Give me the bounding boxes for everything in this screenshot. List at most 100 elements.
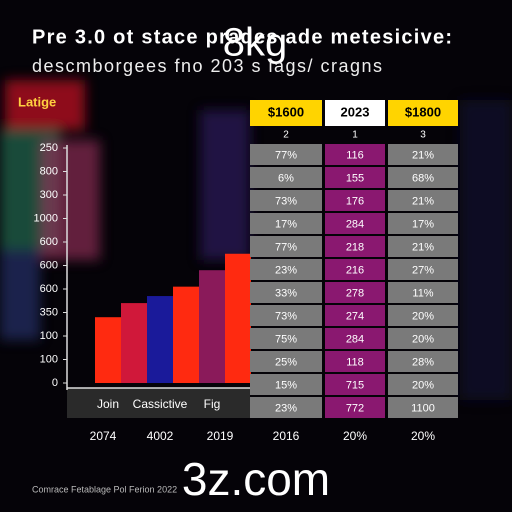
cell: [325, 236, 385, 257]
bar: [173, 286, 199, 383]
subtitle: descmborgees fno 203 s lags/ cragns: [32, 56, 382, 76]
cell-text: 6%: [278, 172, 294, 184]
cell-text: 20%: [412, 310, 434, 322]
cell-text: 772: [346, 402, 364, 414]
table-footer: 2016: [273, 429, 300, 443]
watermark: 3z.com: [182, 453, 330, 505]
cell: [250, 374, 322, 395]
cell-text: 27%: [412, 264, 434, 276]
cell-text: 216: [346, 264, 364, 276]
cell-text: 20%: [412, 379, 434, 391]
cell: [325, 144, 385, 165]
header-cell: [388, 100, 458, 126]
cell-text: 77%: [275, 149, 297, 161]
cell: [325, 351, 385, 372]
subheader-text: 3: [420, 130, 426, 141]
cell-text: 25%: [275, 356, 297, 368]
cell-text: 284: [346, 218, 364, 230]
cell: [250, 351, 322, 372]
cell: [250, 305, 322, 326]
cell: [250, 328, 322, 349]
cell: [388, 190, 458, 211]
cell: [388, 167, 458, 188]
table-footer: 20%: [343, 429, 367, 443]
cell: [250, 397, 322, 418]
cell-text: 176: [346, 195, 364, 207]
cell: [388, 328, 458, 349]
cell-text: 116: [346, 149, 364, 161]
cell: [325, 328, 385, 349]
cell: [388, 144, 458, 165]
cell-text: 1100: [411, 402, 435, 414]
cell: [325, 374, 385, 395]
cell-text: 23%: [275, 402, 297, 414]
y-tick-label: 600: [40, 259, 58, 271]
cell-text: 21%: [412, 195, 434, 207]
cell-text: 28%: [412, 356, 434, 368]
cell: [388, 351, 458, 372]
cell-text: 118: [346, 356, 364, 368]
header-cell: [325, 100, 385, 126]
y-tick-label: 250: [40, 142, 58, 154]
cell: [388, 397, 458, 418]
y-tick-label: 600: [40, 236, 58, 248]
table-footer: 20%: [411, 429, 435, 443]
cell: [325, 305, 385, 326]
backdrop: [0, 80, 512, 400]
cell: [388, 236, 458, 257]
y-tick-label: 350: [40, 306, 58, 318]
cell-text: 17%: [275, 218, 297, 230]
cell: [325, 397, 385, 418]
cell: [250, 144, 322, 165]
year-label: 4002: [147, 429, 174, 443]
cell: [250, 213, 322, 234]
header-cell: [250, 100, 322, 126]
cell: [388, 305, 458, 326]
cell-text: 278: [346, 287, 364, 299]
header-text: $1600: [268, 104, 304, 119]
y-tick-label: 100: [40, 330, 58, 342]
cell-text: 21%: [412, 149, 434, 161]
footer: Comrace Fetablage Pol Ferion 2022: [32, 484, 177, 494]
cell: [250, 259, 322, 280]
y-tick-label: 100: [40, 353, 58, 365]
cell: [325, 259, 385, 280]
cell-text: 77%: [275, 241, 297, 253]
cell: [388, 282, 458, 303]
x-label-strip: [67, 388, 250, 418]
cell-text: 17%: [412, 218, 434, 230]
cell: [250, 236, 322, 257]
bar: [199, 270, 225, 383]
cell: [250, 190, 322, 211]
cell-text: 715: [346, 379, 364, 391]
bar: [121, 303, 147, 383]
cell: [325, 282, 385, 303]
cell: [325, 190, 385, 211]
cell-text: 15%: [275, 379, 297, 391]
bar: [225, 253, 251, 383]
y-tick-label: 1000: [34, 212, 58, 224]
bar: [95, 317, 121, 383]
x-tick-label: Cassictive: [133, 397, 188, 411]
cell: [388, 213, 458, 234]
y-tick-label: 300: [40, 189, 58, 201]
cell-text: 11%: [412, 287, 433, 299]
cell-text: 20%: [412, 333, 434, 345]
cell: [325, 213, 385, 234]
header-text: 2023: [341, 104, 370, 119]
cell-text: 68%: [412, 172, 434, 184]
cell-text: 284: [346, 333, 364, 345]
subheader-text: 1: [352, 130, 358, 141]
cell: [388, 374, 458, 395]
cell-text: 155: [346, 172, 364, 184]
cell: [325, 167, 385, 188]
x-tick-label: Fig: [204, 397, 221, 411]
subheader-text: 2: [283, 130, 289, 141]
cell: [250, 167, 322, 188]
cell-text: 21%: [412, 241, 434, 253]
overlay: 8kg: [223, 21, 288, 65]
cell-text: 23%: [275, 264, 297, 276]
cell-text: 218: [346, 241, 364, 253]
sign: Latige: [18, 94, 56, 109]
